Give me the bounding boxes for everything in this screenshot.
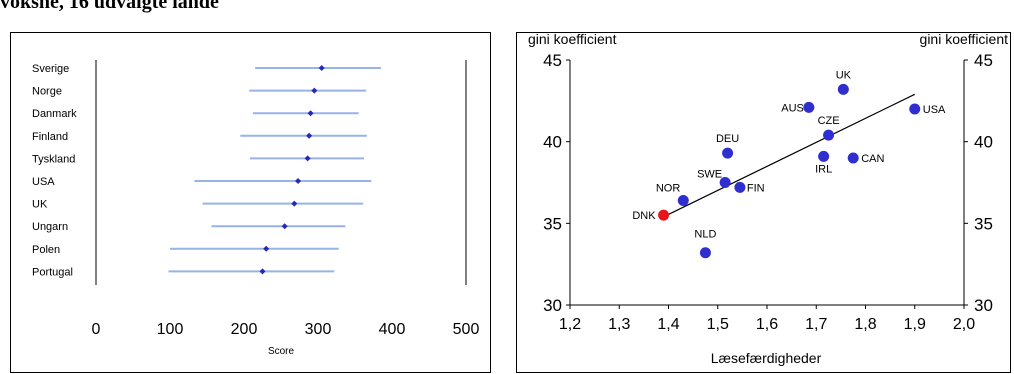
country-label: AUS [781,102,804,114]
country-label: CAN [861,153,884,165]
y-tick-label-left: 40 [543,133,562,152]
y-tick-label-right: 30 [974,296,993,315]
category-label: Finland [32,131,68,143]
mean-marker [306,132,313,139]
y-tick-label-left: 45 [543,51,562,70]
x-tick-label: 1,5 [707,316,729,333]
right-x-axis-label: Læsefærdigheder [711,350,822,366]
left-y-axis-label: gini koefficient [528,31,617,47]
mean-marker [291,200,298,207]
mean-marker [281,223,288,230]
mean-marker [318,65,325,71]
mean-marker [295,178,302,184]
country-point-swe [719,177,731,188]
country-label: UK [836,69,852,81]
country-point-nor [677,194,689,206]
country-point-irl [818,150,830,162]
left-x-axis-label: Score [268,346,295,357]
country-label: FIN [747,182,765,194]
y-tick-label-right: 45 [974,51,993,70]
country-point-deu [722,147,734,159]
mean-marker [311,87,318,94]
country-point-nld [699,247,711,259]
y-tick-label-left: 30 [543,296,562,315]
page-heading: voksne, 16 udvalgte lande [0,0,219,13]
x-tick-label: 2,0 [953,316,975,333]
x-tick-label: 1,7 [805,316,827,333]
country-label: NLD [694,229,716,241]
mean-marker [304,155,311,162]
x-tick-label: 100 [157,321,184,338]
right-y-axis-label: gini koefficient [920,31,1009,47]
country-label: CZE [818,115,840,127]
country-point-usa [909,103,921,115]
x-tick-label: 200 [231,321,258,338]
country-label: USA [923,104,946,116]
country-point-cze [823,129,835,141]
x-tick-label: 300 [305,321,332,338]
left-chart-score-ranges: Sverige Norge Danmark Finland Tyskland USA UK U… [10,32,491,373]
x-tick-label: 1,2 [559,316,581,333]
category-label: Danmark [32,108,77,120]
left-chart-frame [10,32,491,373]
x-tick-label: 1,3 [608,316,630,333]
y-tick-label-left: 35 [543,214,562,233]
x-tick-label: 0 [92,321,101,338]
right-chart-gini-scatter: gini koefficient gini koefficient 30 30 35… [516,31,1011,373]
category-label: Norge [32,86,62,98]
category-label: Polen [32,244,60,256]
mean-marker [263,245,270,252]
category-label: USA [32,176,55,188]
country-point-fin [734,181,746,193]
country-point-can [847,152,859,164]
category-label: Ungarn [32,221,68,233]
x-tick-label: 400 [379,321,406,338]
x-tick-label: 1,6 [756,316,778,333]
y-tick-label-right: 40 [974,133,993,152]
country-point-aus [803,101,815,113]
country-label: DNK [632,210,656,222]
x-tick-label: 1,4 [657,316,679,333]
category-label: Tyskland [32,153,75,165]
country-label: SWE [697,169,722,181]
trendline [663,93,916,218]
category-label: UK [32,199,48,211]
country-point-dnk [658,209,670,221]
country-label: DEU [716,133,739,145]
x-tick-label: 1,8 [854,316,876,333]
category-label: Sverige [32,63,69,75]
country-label: NOR [656,182,681,194]
y-tick-label-right: 35 [974,214,993,233]
mean-marker [259,268,266,275]
country-point-uk [837,83,849,95]
mean-marker [307,110,314,117]
right-chart-frame [516,32,1011,373]
country-label: IRL [815,163,832,175]
x-tick-label: 500 [453,321,480,338]
category-label: Portugal [32,266,73,278]
x-tick-label: 1,9 [904,316,926,333]
